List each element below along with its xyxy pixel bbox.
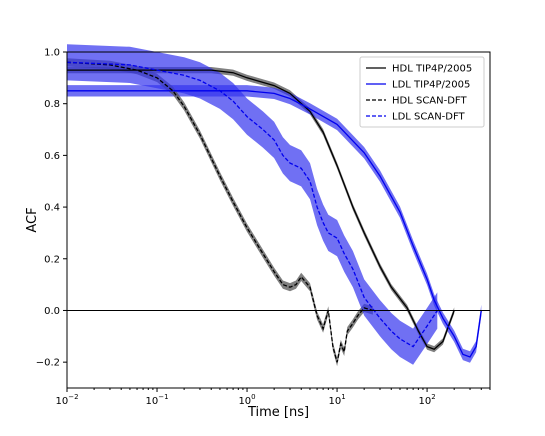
y-axis: −0.2 0.0 0.2 0.4 0.6 0.8 1.0 xyxy=(36,48,67,369)
x-axis: 10−2 10−1 100 101 102 xyxy=(55,388,491,407)
hdl-tip4p-2005-line xyxy=(67,69,455,350)
ldl-tip4p-2005-line xyxy=(67,90,482,358)
x-tick-label: 102 xyxy=(418,393,435,407)
legend-label: HDL TIP4P/2005 xyxy=(392,64,472,75)
y-tick-label: 0.8 xyxy=(44,99,60,110)
series-lines xyxy=(66,61,482,363)
y-tick-label: 0.4 xyxy=(44,203,60,214)
y-axis-title: ACF xyxy=(25,207,40,232)
legend-box xyxy=(359,56,485,128)
y-tick-label: −0.2 xyxy=(36,358,60,369)
legend: HDL TIP4P/2005 LDL TIP4P/2005 HDL SCAN-DFT… xyxy=(359,56,485,128)
ldl-scan-dft-band xyxy=(67,44,438,365)
x-tick-label: 10−1 xyxy=(145,393,168,407)
legend-label: HDL SCAN-DFT xyxy=(392,96,468,107)
y-tick-label: 0.2 xyxy=(44,254,60,265)
legend-label: LDL SCAN-DFT xyxy=(392,112,466,123)
plot-frame xyxy=(66,51,491,389)
x-tick-label: 101 xyxy=(328,393,345,407)
x-axis-title: Time [ns] xyxy=(247,405,309,420)
y-tick-label: 0.6 xyxy=(44,151,60,162)
x-tick-label: 100 xyxy=(238,393,255,407)
y-tick-label: 1.0 xyxy=(44,48,60,59)
x-tick-label: 10−2 xyxy=(55,393,78,407)
y-tick-label: 0.0 xyxy=(44,306,60,317)
hdl-scan-dft-line xyxy=(66,61,374,363)
legend-label: LDL TIP4P/2005 xyxy=(392,80,470,91)
